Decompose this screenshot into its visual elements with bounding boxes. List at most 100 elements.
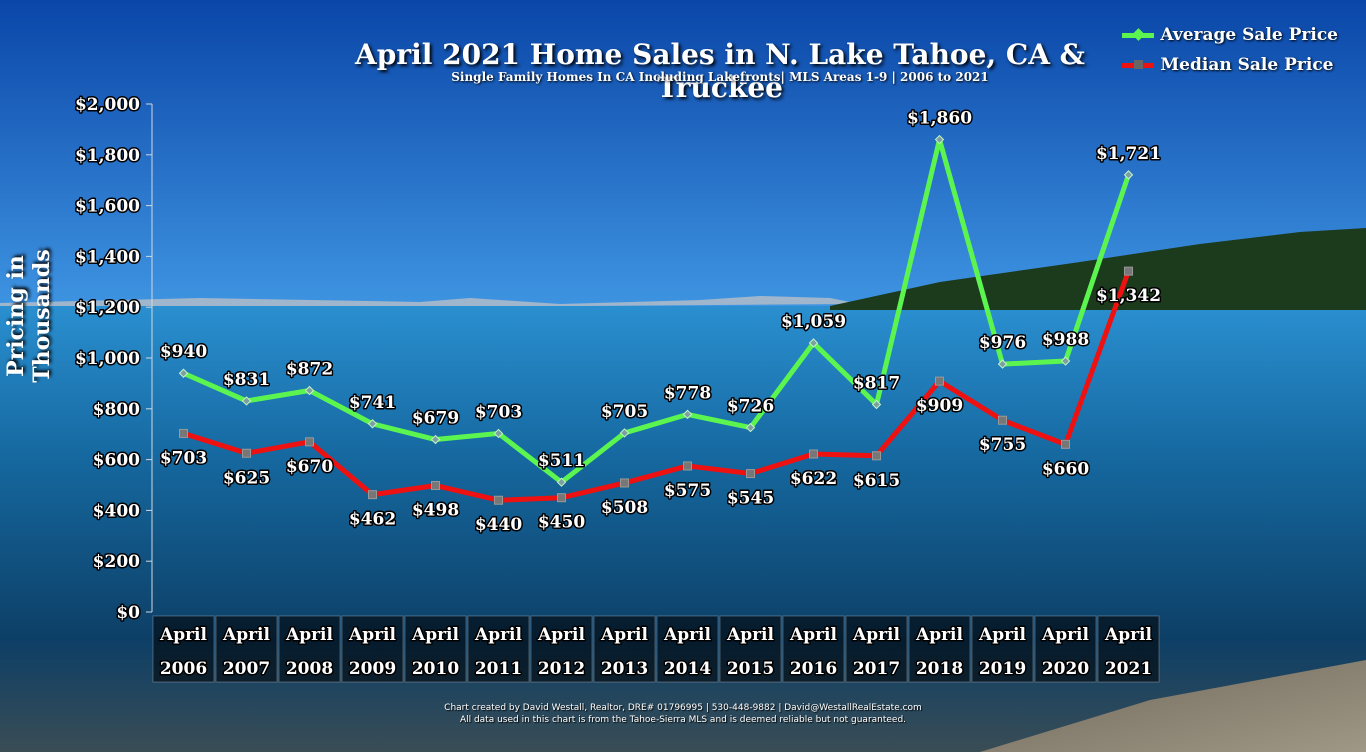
data-label-median: $440 [475,515,522,535]
data-label-average: $1,860 [907,109,972,129]
x-category-cell [530,615,593,683]
data-label-average: $511 [538,451,585,471]
x-tick-label-year: 2006 [160,659,207,679]
average-marker [871,399,882,410]
median-marker [431,481,440,491]
x-category-cell [845,615,908,683]
x-category-cell [908,615,971,683]
x-tick-label-year: 2012 [538,659,585,679]
x-category-cell [593,615,656,683]
legend-line-median [1122,59,1155,69]
x-category-cell [782,615,845,683]
data-label-median: $498 [412,501,459,521]
y-tick-label: $400 [93,501,140,521]
median-marker [620,478,629,488]
y-tick-label: $800 [93,400,140,420]
footer-credit: Chart created by David Westall, Realtor,… [444,703,922,713]
x-tick-label-year: 2021 [1105,659,1152,679]
x-category-cell [341,615,404,683]
x-tick-label-month: April [726,625,774,645]
x-tick-label-year: 2019 [979,659,1026,679]
series-line-average [182,137,1131,485]
y-tick-label: $200 [93,552,140,572]
average-marker [682,409,693,420]
median-marker [557,493,566,503]
data-label-average: $940 [160,342,207,362]
x-tick-label-month: April [285,625,333,645]
x-tick-label-month: April [348,625,396,645]
x-tick-label-year: 2020 [1042,659,1089,679]
average-marker [1060,356,1071,366]
data-label-average: $705 [601,402,648,422]
x-tick-label-month: April [222,625,270,645]
data-label-median: $670 [286,457,333,477]
y-tick-label: $1,400 [75,247,140,267]
y-tick-label: $1,800 [75,146,140,166]
x-tick-label-month: April [1041,625,1089,645]
data-label-median: $545 [727,489,774,509]
data-label-average: $741 [349,393,396,413]
y-tick-label: $0 [116,603,140,623]
average-marker [619,428,630,438]
data-label-average: $817 [853,373,900,393]
data-label-median: $1,342 [1096,286,1161,306]
legend-item-median: Median Sale Price [1122,50,1338,80]
median-marker [368,490,377,500]
legend-line-average [1122,27,1155,41]
median-marker [1124,266,1133,276]
data-label-median: $755 [979,435,1026,455]
median-marker [494,495,503,505]
x-tick-label-year: 2016 [790,659,837,679]
data-label-median: $703 [160,448,207,468]
average-marker [178,368,189,378]
data-label-median: $622 [790,469,837,489]
data-label-average: $1,059 [781,312,846,332]
x-tick-label-year: 2011 [475,659,522,679]
y-tick-label: $1,000 [75,349,140,369]
chart-title: April 2021 Home Sales in N. Lake Tahoe, … [355,38,1085,104]
average-marker [997,359,1008,369]
average-marker [493,428,504,439]
average-marker [745,422,756,433]
data-label-average: $831 [223,370,270,390]
legend-label-average: Average Sale Price [1160,25,1338,45]
median-marker [683,461,692,471]
average-marker [1123,170,1134,180]
y-tick-label: $2,000 [75,95,140,115]
data-label-average: $726 [727,397,774,417]
data-label-median: $462 [349,510,396,530]
data-label-median: $508 [601,498,648,518]
x-tick-label-year: 2017 [853,659,900,679]
x-tick-label-year: 2010 [412,659,459,679]
median-marker [809,449,818,459]
legend-label-median: Median Sale Price [1160,55,1334,75]
x-tick-label-month: April [537,625,585,645]
x-category-cell [152,615,215,683]
x-category-cell [1034,615,1097,683]
x-category-cell [656,615,719,683]
chart-footer: Chart created by David Westall, Realtor,… [300,702,1066,726]
x-tick-label-month: April [474,625,522,645]
x-tick-label-month: April [852,625,900,645]
average-marker [556,477,567,487]
average-marker [934,134,945,145]
x-tick-label-month: April [411,625,459,645]
x-tick-label-month: April [159,625,207,645]
x-tick-label-month: April [600,625,648,645]
x-category-cell [404,615,467,683]
series-line-median [182,270,1131,503]
x-tick-label-month: April [1104,625,1152,645]
data-label-median: $575 [664,481,711,501]
x-category-cell [971,615,1034,683]
data-label-average: $778 [664,383,711,403]
x-category-cell [719,615,782,683]
x-category-cell [1097,615,1160,683]
x-tick-label-year: 2008 [286,659,333,679]
square-icon [1134,59,1144,69]
data-label-median: $660 [1042,459,1089,479]
x-tick-label-month: April [789,625,837,645]
average-marker [241,396,252,406]
data-label-average: $872 [286,360,333,380]
data-label-median: $909 [916,396,963,416]
